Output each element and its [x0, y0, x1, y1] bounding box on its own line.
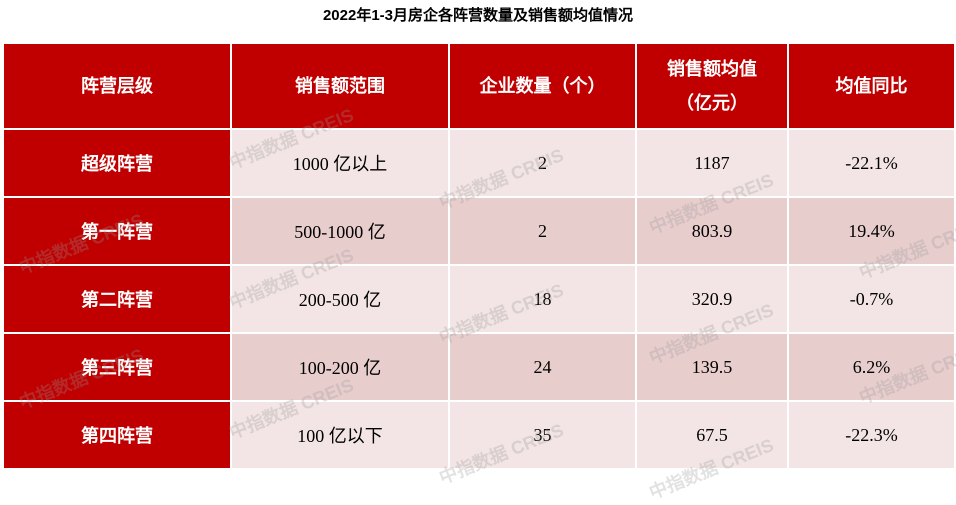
header-cell: 企业数量（个）: [448, 42, 637, 130]
header-cell: 阵营层级: [2, 42, 232, 130]
row-label: 第四阵营: [2, 400, 232, 470]
table-row: 第三阵营 100-200 亿 24 139.5 6.2%: [2, 332, 956, 402]
row-label: 第一阵营: [2, 196, 232, 266]
cell: 320.9: [635, 264, 789, 334]
cell: 200-500 亿: [230, 264, 450, 334]
header-row: 阵营层级 销售额范围 企业数量（个） 销售额均值 （亿元） 均值同比: [2, 42, 956, 130]
header-cell: 均值同比: [787, 42, 956, 130]
cell: 100 亿以下: [230, 400, 450, 470]
row-label: 超级阵营: [2, 128, 232, 198]
table-row: 第四阵营 100 亿以下 35 67.5 -22.3%: [2, 400, 956, 470]
cell: 803.9: [635, 196, 789, 266]
header-cell: 销售额均值 （亿元）: [635, 42, 789, 130]
cell: 500-1000 亿: [230, 196, 450, 266]
data-table: 阵营层级 销售额范围 企业数量（个） 销售额均值 （亿元） 均值同比 超级阵营 1000 …: [2, 42, 956, 470]
cell: 100-200 亿: [230, 332, 450, 402]
cell: 2: [448, 196, 637, 266]
row-label: 第二阵营: [2, 264, 232, 334]
table-row: 第一阵营 500-1000 亿 2 803.9 19.4%: [2, 196, 956, 266]
cell: 1000 亿以上: [230, 128, 450, 198]
cell: 6.2%: [787, 332, 956, 402]
cell: 2: [448, 128, 637, 198]
header-cell: 销售额范围: [230, 42, 450, 130]
cell: -0.7%: [787, 264, 956, 334]
table-row: 第二阵营 200-500 亿 18 320.9 -0.7%: [2, 264, 956, 334]
cell: 67.5: [635, 400, 789, 470]
table-row: 超级阵营 1000 亿以上 2 1187 -22.1%: [2, 128, 956, 198]
cell: 19.4%: [787, 196, 956, 266]
title: 2022年1-3月房企各阵营数量及销售额均值情况: [322, 7, 634, 24]
cell: -22.1%: [787, 128, 956, 198]
row-label: 第三阵营: [2, 332, 232, 402]
cell: 139.5: [635, 332, 789, 402]
table-body: 超级阵营 1000 亿以上 2 1187 -22.1% 第一阵营 500-1000 亿 2 80…: [2, 128, 956, 470]
cell: 24: [448, 332, 637, 402]
cell: -22.3%: [787, 400, 956, 470]
cell: 18: [448, 264, 637, 334]
cell: 35: [448, 400, 637, 470]
page: 2022年1-3月房企各阵营数量及销售额均值情况 阵营层级 销售额范围 企业数量（个…: [2, 7, 956, 503]
cell: 1187: [635, 128, 789, 198]
